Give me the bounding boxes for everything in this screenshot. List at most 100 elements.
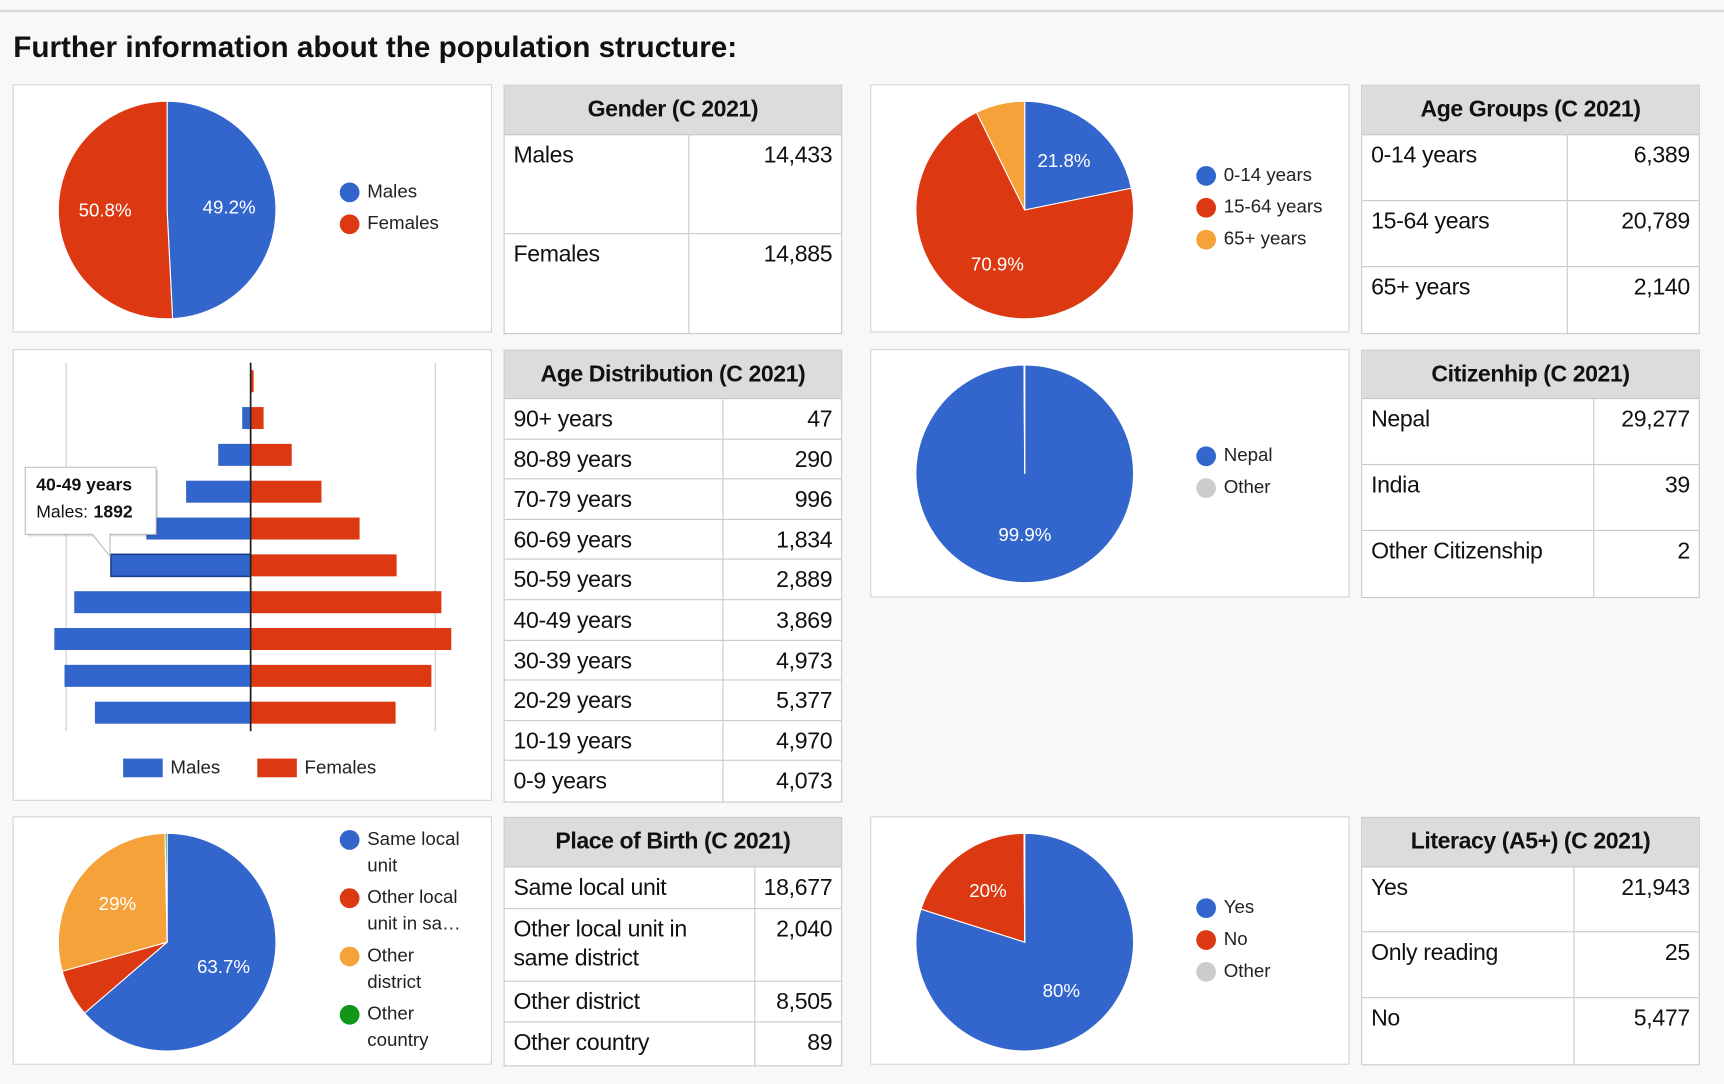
table-cell: 2,040 xyxy=(776,916,833,943)
data-table: Gender (C 2021) Males 14,433 Females 14,885 xyxy=(503,84,843,335)
table-row: Males 14,433 xyxy=(504,135,842,235)
tooltip-text: Males: 1892 xyxy=(36,501,133,521)
legend-swatch xyxy=(257,758,297,778)
table-cell: 15-64 years xyxy=(1362,201,1568,267)
pie-slice xyxy=(975,100,1026,211)
bar xyxy=(250,480,322,503)
table-header: Age Distribution (C 2021) xyxy=(504,350,842,400)
bar xyxy=(250,664,432,687)
table-row: Only reading 25 xyxy=(1362,932,1699,999)
table-row: Other local unit in same district 2,040 xyxy=(504,909,842,982)
bar xyxy=(218,443,251,466)
table-header: Literacy (A5+) (C 2021) xyxy=(1362,817,1699,868)
legend-label: No xyxy=(1224,928,1248,949)
table-cell: 2,889 xyxy=(776,567,833,593)
table-cell: 89 xyxy=(807,1030,833,1056)
bar xyxy=(250,591,442,614)
bar xyxy=(146,517,251,540)
pie-slice xyxy=(915,832,1135,1052)
table-cell: 0-9 years xyxy=(505,761,724,802)
slice-label: 80% xyxy=(1043,980,1080,1001)
legend-swatch xyxy=(1196,898,1217,918)
table-cell: Nepal xyxy=(1362,399,1595,464)
data-table: Age Distribution (C 2021) 90+ years 47 80-8… xyxy=(503,349,843,803)
table-row: 80-89 years 290 xyxy=(504,439,842,480)
slice-label: 29% xyxy=(99,893,136,914)
table-cell: 30-39 years xyxy=(505,640,724,680)
table-row: 50-59 years 2,889 xyxy=(504,560,842,601)
legend-label: 65+ years xyxy=(1224,228,1307,249)
legend-swatch xyxy=(339,830,360,850)
table-cell: 4,970 xyxy=(776,728,833,754)
table-row: 20-29 years 5,377 xyxy=(504,680,842,721)
table-row: India 39 xyxy=(1362,465,1699,532)
legend-swatch xyxy=(1196,166,1217,186)
table-cell: 70-79 years xyxy=(505,479,724,519)
table-row: 30-39 years 4,973 xyxy=(504,640,842,681)
bar xyxy=(250,517,360,540)
legend-label: 0-14 years xyxy=(1224,164,1312,185)
legend-label: Nepal xyxy=(1224,444,1273,465)
pie-slice xyxy=(1023,832,1026,943)
slice-label: 21.8% xyxy=(1037,150,1090,171)
slice-label: 63.7% xyxy=(197,956,250,977)
bar xyxy=(74,591,251,614)
table-cell: Other local unit in same district xyxy=(505,909,756,981)
bar xyxy=(250,701,396,724)
table-row: 70-79 years 996 xyxy=(504,479,842,520)
table-cell: Other Citizenship xyxy=(1362,531,1595,597)
pie-slice xyxy=(1023,364,1026,474)
table-cell: 40-49 years xyxy=(505,600,724,640)
table-row: Yes 21,943 xyxy=(1362,867,1699,933)
table-cell: 6,389 xyxy=(1633,142,1690,169)
table-cell: 20-29 years xyxy=(505,680,724,720)
table-cell: 10-19 years xyxy=(505,720,724,761)
legend-label: Females xyxy=(305,756,377,777)
table-cell: 21,943 xyxy=(1621,875,1690,901)
table-cell: 90+ years xyxy=(505,399,724,439)
table-header: Place of Birth (C 2021) xyxy=(504,817,842,868)
table-row: 15-64 years 20,789 xyxy=(1362,201,1699,268)
table-row: 40-49 years 3,869 xyxy=(504,600,842,641)
section-title: Further information about the population… xyxy=(13,30,738,64)
table-header: Age Groups (C 2021) xyxy=(1362,85,1699,136)
bar xyxy=(54,628,251,651)
legend-label: Males xyxy=(367,180,417,201)
table-row: 0-14 years 6,389 xyxy=(1362,135,1699,202)
legend-label: 15-64 years xyxy=(1224,196,1323,217)
legend-label: Females xyxy=(367,212,439,233)
bar xyxy=(242,407,251,430)
table-cell: India xyxy=(1362,465,1595,530)
table-cell: 290 xyxy=(794,447,833,473)
legend-label: Other district xyxy=(367,944,422,991)
table-cell: 14,885 xyxy=(763,241,833,268)
table-cell: Other district xyxy=(505,981,756,1022)
legend-label: Yes xyxy=(1224,896,1255,917)
table-cell: 0-14 years xyxy=(1362,135,1568,201)
legend-label: Other xyxy=(1224,960,1271,981)
legend-swatch xyxy=(339,946,360,967)
table-cell: 8,505 xyxy=(776,989,833,1015)
legend-swatch xyxy=(1196,229,1217,250)
legend-swatch xyxy=(339,182,360,203)
pie-slice xyxy=(166,100,277,320)
table-cell: 2,140 xyxy=(1633,274,1690,301)
table-cell: Yes xyxy=(1362,867,1575,932)
bar xyxy=(186,480,251,503)
table-cell: 2 xyxy=(1677,538,1690,564)
tooltip-title: 40-49 years xyxy=(36,475,132,495)
divider xyxy=(0,9,1724,13)
table-row: Nepal 29,277 xyxy=(1362,399,1699,466)
table-row: No 5,477 xyxy=(1362,998,1698,1065)
legend-label: Same local unit xyxy=(367,828,459,875)
legend-swatch xyxy=(1196,478,1217,499)
legend-swatch xyxy=(1196,446,1217,467)
table-cell: 18,677 xyxy=(763,875,833,901)
table-cell: 80-89 years xyxy=(505,439,724,479)
table-cell: 1,834 xyxy=(776,527,833,553)
table-cell: 60-69 years xyxy=(505,519,724,559)
legend-label: Other country xyxy=(367,1003,429,1050)
table-cell: 4,973 xyxy=(776,648,833,674)
